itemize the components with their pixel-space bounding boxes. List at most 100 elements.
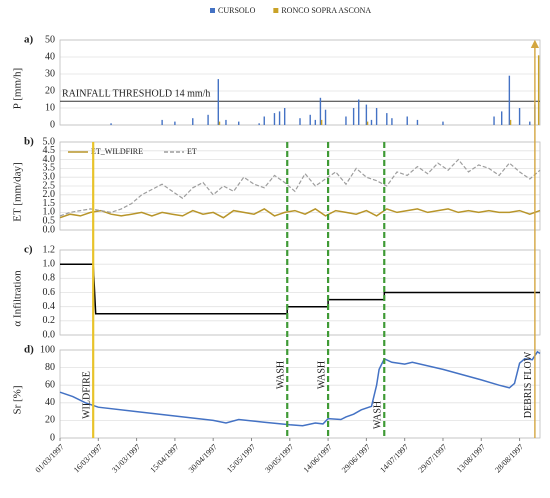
legend-label: ET bbox=[187, 147, 197, 156]
event-label: WASH bbox=[373, 401, 384, 429]
plot-frame bbox=[59, 39, 541, 126]
event-label: DEBRIS FLOW bbox=[523, 351, 534, 418]
rain-bar bbox=[319, 97, 322, 125]
y-tick-label: 3.0 bbox=[43, 171, 56, 182]
rain-bar bbox=[174, 121, 176, 125]
x-tick-label: 29/06/1997 bbox=[340, 442, 372, 474]
plot-frame bbox=[59, 141, 541, 231]
x-tick-label: 30/05/1997 bbox=[263, 442, 295, 474]
event-label: WASH bbox=[316, 361, 327, 389]
rain-bar bbox=[352, 108, 355, 125]
x-tick-label: 28/08/1997 bbox=[493, 442, 525, 474]
legend-label: RONCO SOPRA ASCONA bbox=[281, 6, 371, 15]
y-tick-label: 4.0 bbox=[43, 154, 56, 165]
legend-swatch bbox=[273, 8, 279, 13]
rain-bar bbox=[529, 121, 531, 125]
y-tick-label: 50 bbox=[45, 34, 55, 45]
rain-bar bbox=[375, 108, 378, 125]
rain-bar bbox=[225, 119, 227, 125]
legend-swatch bbox=[210, 8, 215, 13]
y-tick-label: 0.0 bbox=[43, 329, 56, 340]
rain-bar bbox=[442, 121, 444, 125]
rain-bar bbox=[416, 119, 419, 125]
panel-label: b) bbox=[24, 136, 34, 148]
rain-bar bbox=[366, 121, 369, 125]
series-line bbox=[59, 158, 541, 217]
panel-label: a) bbox=[24, 34, 34, 46]
y-tick-label: 0.2 bbox=[43, 315, 56, 326]
y-tick-label: 1.2 bbox=[43, 244, 56, 255]
event-label: WASH bbox=[276, 361, 287, 389]
rain-bar bbox=[299, 118, 301, 125]
legend-label: ET_WILDFIRE bbox=[91, 147, 143, 156]
y-axis-title: α Infiltration bbox=[12, 270, 24, 327]
x-tick-label: 30/04/1997 bbox=[187, 442, 219, 474]
y-tick-label: 2.0 bbox=[43, 189, 56, 200]
series-line bbox=[59, 208, 541, 219]
y-tick-label: 5.0 bbox=[43, 136, 56, 147]
y-tick-label: 4.5 bbox=[43, 145, 56, 156]
rain-bar bbox=[320, 119, 323, 125]
rain-bar bbox=[365, 104, 368, 125]
rain-bar bbox=[283, 108, 286, 125]
rain-bar bbox=[509, 119, 512, 125]
y-tick-label: 0.4 bbox=[43, 301, 56, 312]
y-tick-label: 0.0 bbox=[43, 224, 56, 235]
rain-bar bbox=[314, 119, 317, 125]
y-tick-label: 2.5 bbox=[43, 180, 56, 191]
y-tick-label: 30 bbox=[45, 68, 55, 79]
rain-bar bbox=[406, 116, 408, 125]
rain-bar bbox=[386, 113, 388, 125]
rain-bar bbox=[493, 116, 495, 125]
y-tick-label: 10 bbox=[45, 102, 55, 113]
y-tick-label: 0.5 bbox=[43, 215, 56, 226]
x-tick-label: 15/04/1997 bbox=[148, 442, 180, 474]
x-tick-label: 29/07/1997 bbox=[417, 442, 449, 474]
y-axis-title: Sr [%] bbox=[12, 385, 24, 414]
y-tick-label: 20 bbox=[45, 85, 55, 96]
rain-bar bbox=[192, 118, 194, 125]
series-line bbox=[59, 350, 541, 427]
rain-bar bbox=[370, 119, 373, 125]
rain-bar bbox=[258, 123, 260, 125]
x-tick-label: 14/06/1997 bbox=[302, 442, 334, 474]
y-tick-label: 3.5 bbox=[43, 163, 56, 174]
y-tick-label: 20 bbox=[45, 415, 55, 426]
event-label: WILDFIRE bbox=[81, 371, 92, 419]
rain-bar bbox=[273, 113, 276, 125]
rain-bar bbox=[217, 79, 219, 125]
y-tick-label: 1.5 bbox=[43, 198, 56, 209]
y-tick-label: 60 bbox=[45, 379, 55, 390]
rain-bar bbox=[345, 116, 347, 125]
panel-label: c) bbox=[24, 244, 33, 256]
x-tick-label: 31/03/1997 bbox=[110, 442, 142, 474]
y-tick-label: 0.6 bbox=[43, 287, 56, 298]
y-axis-title: P [mm/h] bbox=[12, 68, 24, 109]
y-axis-title: ET [mm/day] bbox=[12, 162, 24, 221]
x-tick-label: 13/08/1997 bbox=[455, 442, 487, 474]
rain-bar bbox=[110, 123, 112, 125]
threshold-label: RAINFALL THRESHOLD 14 mm/h bbox=[62, 88, 210, 99]
y-tick-label: 40 bbox=[45, 51, 55, 62]
y-tick-label: 40 bbox=[45, 397, 55, 408]
legend-label: CURSOLO bbox=[218, 6, 256, 15]
rain-bar bbox=[518, 108, 521, 125]
rain-bar bbox=[501, 111, 503, 125]
x-tick-label: 15/05/1997 bbox=[225, 442, 257, 474]
rain-bar bbox=[391, 118, 393, 125]
x-tick-label: 14/07/1997 bbox=[378, 442, 410, 474]
rain-bar bbox=[263, 116, 265, 125]
rain-bar bbox=[278, 111, 281, 125]
y-tick-label: 0 bbox=[50, 119, 55, 130]
rain-bar bbox=[207, 114, 209, 125]
x-tick-label: 01/03/1997 bbox=[34, 442, 66, 474]
rain-bar bbox=[508, 75, 511, 125]
rain-bar bbox=[161, 119, 163, 125]
rain-bar bbox=[309, 114, 311, 125]
rain-bar bbox=[324, 109, 327, 125]
rain-bar bbox=[537, 55, 540, 125]
y-tick-label: 1.0 bbox=[43, 207, 56, 218]
rain-bar bbox=[238, 121, 240, 125]
y-tick-label: 0 bbox=[50, 432, 55, 443]
